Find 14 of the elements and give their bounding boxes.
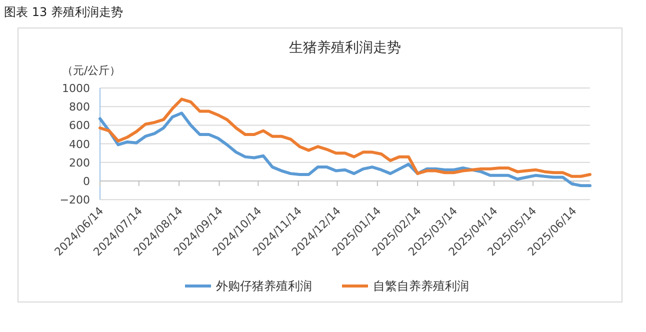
y-tick-label: −200	[60, 194, 90, 207]
y-axis-title: （元/公斤）	[62, 64, 121, 77]
chart-subtitle: 生猪养殖利润走势	[289, 40, 401, 56]
y-tick-label: 400	[69, 138, 90, 151]
legend-label: 外购仔猪养殖利润	[216, 279, 312, 293]
y-tick-label: 600	[69, 119, 90, 132]
line-series	[98, 112, 592, 188]
y-tick-label: 200	[69, 156, 90, 170]
legend-label: 自繁自养养殖利润	[373, 279, 469, 293]
y-tick-label: 1000	[62, 82, 90, 95]
y-tick-label: 0	[83, 175, 90, 188]
y-tick-label: 800	[69, 100, 90, 114]
line-series	[98, 98, 592, 178]
chart-title: 图表 13 养殖利润走势	[4, 5, 123, 19]
